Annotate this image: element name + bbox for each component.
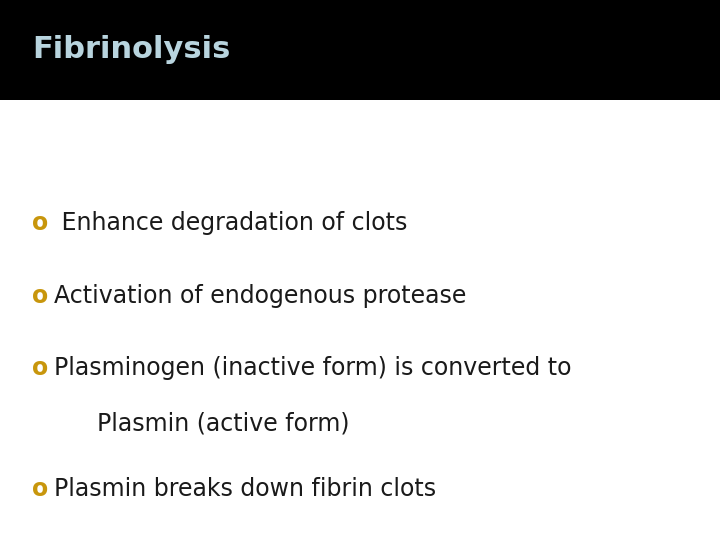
Text: Plasmin breaks down fibrin clots: Plasmin breaks down fibrin clots xyxy=(54,477,436,501)
Text: Plasminogen (inactive form) is converted to: Plasminogen (inactive form) is converted… xyxy=(54,356,572,380)
Text: o: o xyxy=(32,356,48,380)
Text: Enhance degradation of clots: Enhance degradation of clots xyxy=(54,211,408,235)
Text: o: o xyxy=(32,211,48,235)
Text: o: o xyxy=(32,477,48,501)
Text: Activation of endogenous protease: Activation of endogenous protease xyxy=(54,284,467,308)
Text: o: o xyxy=(32,284,48,308)
Text: Fibrinolysis: Fibrinolysis xyxy=(32,36,231,64)
Text: Plasmin (active form): Plasmin (active form) xyxy=(97,411,350,435)
